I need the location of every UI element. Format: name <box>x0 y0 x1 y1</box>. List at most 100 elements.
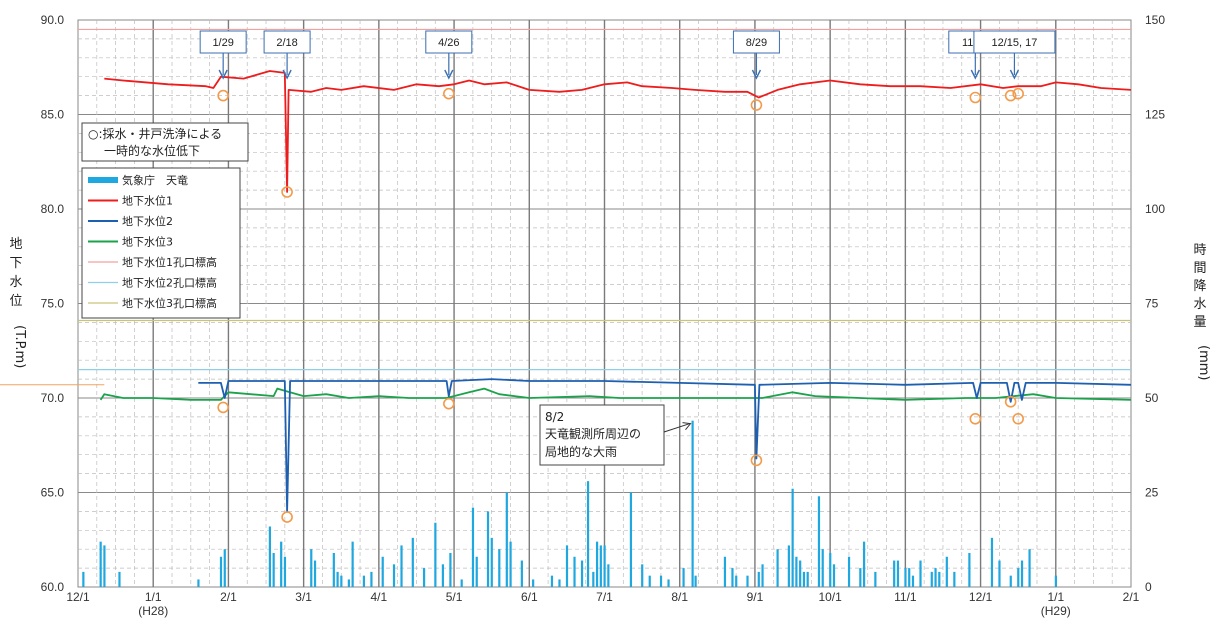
rain-bar <box>336 571 339 587</box>
legend-item-label: 地下水位1孔口標高 <box>122 255 217 269</box>
y-right-title-char: 降 <box>1193 279 1206 294</box>
legend-item-label: 気象庁 天竜 <box>122 173 188 187</box>
pumping-marker <box>217 89 229 102</box>
y-left-unit: (T.P.m) <box>12 325 27 368</box>
rain-bar <box>580 560 584 587</box>
pumping-marker <box>969 412 982 425</box>
rain-note-line1: 8/2 <box>545 410 564 424</box>
axes: 90.0 85.0 80.0 75.0 70.0 65.0 60.0 150 125 100 75 5… <box>9 13 1211 618</box>
rain-bar <box>829 552 832 587</box>
rain-bar <box>648 575 651 587</box>
date-callout-arrow-head <box>970 69 980 80</box>
rain-bar <box>82 571 85 587</box>
x-tick-label: 7/1 <box>596 590 613 604</box>
x-tick-label: 12/1 <box>969 590 993 604</box>
legend-item-label: 地下水位3 <box>122 235 173 249</box>
rain-bar <box>847 556 851 587</box>
rain-bar <box>565 545 569 587</box>
x-tick-label: 8/1 <box>671 590 688 604</box>
rain-bar <box>896 560 900 587</box>
rain-bar <box>659 575 663 587</box>
rain-bar <box>629 492 633 587</box>
y-left-title-char: 下 <box>9 256 22 271</box>
x-tick-label: 1/1 <box>1047 590 1064 604</box>
pumping-marker <box>281 511 293 523</box>
rain-note-line3: 局地的な大雨 <box>545 444 617 459</box>
rain-bar <box>532 579 535 587</box>
legend-item-label: 地下水位3孔口標高 <box>122 296 217 310</box>
x-tick-label: 5/1 <box>446 590 463 604</box>
date-callout-arrow-head <box>1009 69 1020 80</box>
pumping-marker <box>1004 395 1017 408</box>
rain-bar <box>573 556 576 587</box>
x-tick-label: 3/1 <box>295 590 312 604</box>
date-callouts: 1/292/184/268/2911/3012/15, 17 <box>199 30 1056 80</box>
rain-bar <box>968 552 971 587</box>
date-callout-label: 12/15, 17 <box>991 37 1037 49</box>
rain-bar <box>347 579 350 587</box>
rain-bar <box>99 541 102 587</box>
rain-bar <box>280 541 283 587</box>
rain-bar <box>945 556 948 587</box>
rain-bar <box>761 564 764 587</box>
legend-swatch <box>88 177 118 183</box>
rain-bar <box>667 579 670 587</box>
rain-bar <box>862 541 866 587</box>
rain-bar <box>791 488 794 587</box>
rain-bar <box>310 549 313 587</box>
date-callout-label: 8/29 <box>746 37 767 49</box>
y-left-title-char: 水 <box>9 275 22 290</box>
rain-bars <box>82 420 1057 587</box>
y-right-title-char: 水 <box>1193 297 1206 312</box>
pumping-marker <box>750 99 763 111</box>
x-tick-label: 11/1 <box>894 590 917 604</box>
rain-bar <box>313 560 317 587</box>
rain-bar <box>219 556 223 587</box>
x-tick-label: 2/1 <box>220 590 237 604</box>
pumping-note-line2: 一時的な水位低下 <box>104 143 200 158</box>
rain-bar <box>938 571 941 587</box>
rain-bar <box>806 571 809 587</box>
rain-bar <box>919 560 922 587</box>
rain-bar <box>434 522 437 587</box>
rain-bar <box>787 545 790 587</box>
x-tick-label: 9/1 <box>747 590 764 604</box>
x-tick-label: 6/1 <box>521 590 538 604</box>
rain-bar <box>1009 575 1012 587</box>
pumping-marker <box>443 87 455 100</box>
rain-bar <box>776 549 779 587</box>
rain-bar <box>953 571 956 587</box>
y-left-tick-label: 80.0 <box>41 202 65 216</box>
y-right-title-char: 量 <box>1193 315 1206 330</box>
legend-item-label: 地下水位1 <box>122 194 173 208</box>
y-right-title-char: 間 <box>1193 261 1206 276</box>
pumping-marker <box>1004 89 1017 102</box>
y-right-tick-label: 125 <box>1145 108 1165 122</box>
rain-bar <box>641 564 644 587</box>
rain-bar <box>558 579 561 587</box>
y-left-title-char: 地 <box>9 237 22 252</box>
y-right-tick-label: 50 <box>1145 391 1159 405</box>
rain-bar <box>103 545 106 587</box>
rain-bar <box>505 492 508 587</box>
rain-bar <box>817 496 821 587</box>
rain-bar <box>908 568 911 587</box>
rain-bar <box>893 560 896 587</box>
rain-bar <box>362 575 366 587</box>
y-right-tick-label: 75 <box>1145 297 1159 311</box>
rain-bar <box>471 507 475 587</box>
date-callout-label: 4/26 <box>438 37 459 49</box>
x-tick-label: 4/1 <box>371 590 388 604</box>
rain-bar <box>268 526 271 587</box>
rain-bar <box>832 564 836 587</box>
rain-bar <box>795 556 798 587</box>
rain-bar <box>460 579 463 587</box>
rain-bar <box>603 545 606 587</box>
rain-bar <box>990 537 994 587</box>
rain-bar <box>498 549 501 587</box>
y-left-tick-label: 85.0 <box>41 108 65 122</box>
rain-bar <box>1028 549 1031 587</box>
y-left-tick-label: 90.0 <box>41 13 65 27</box>
